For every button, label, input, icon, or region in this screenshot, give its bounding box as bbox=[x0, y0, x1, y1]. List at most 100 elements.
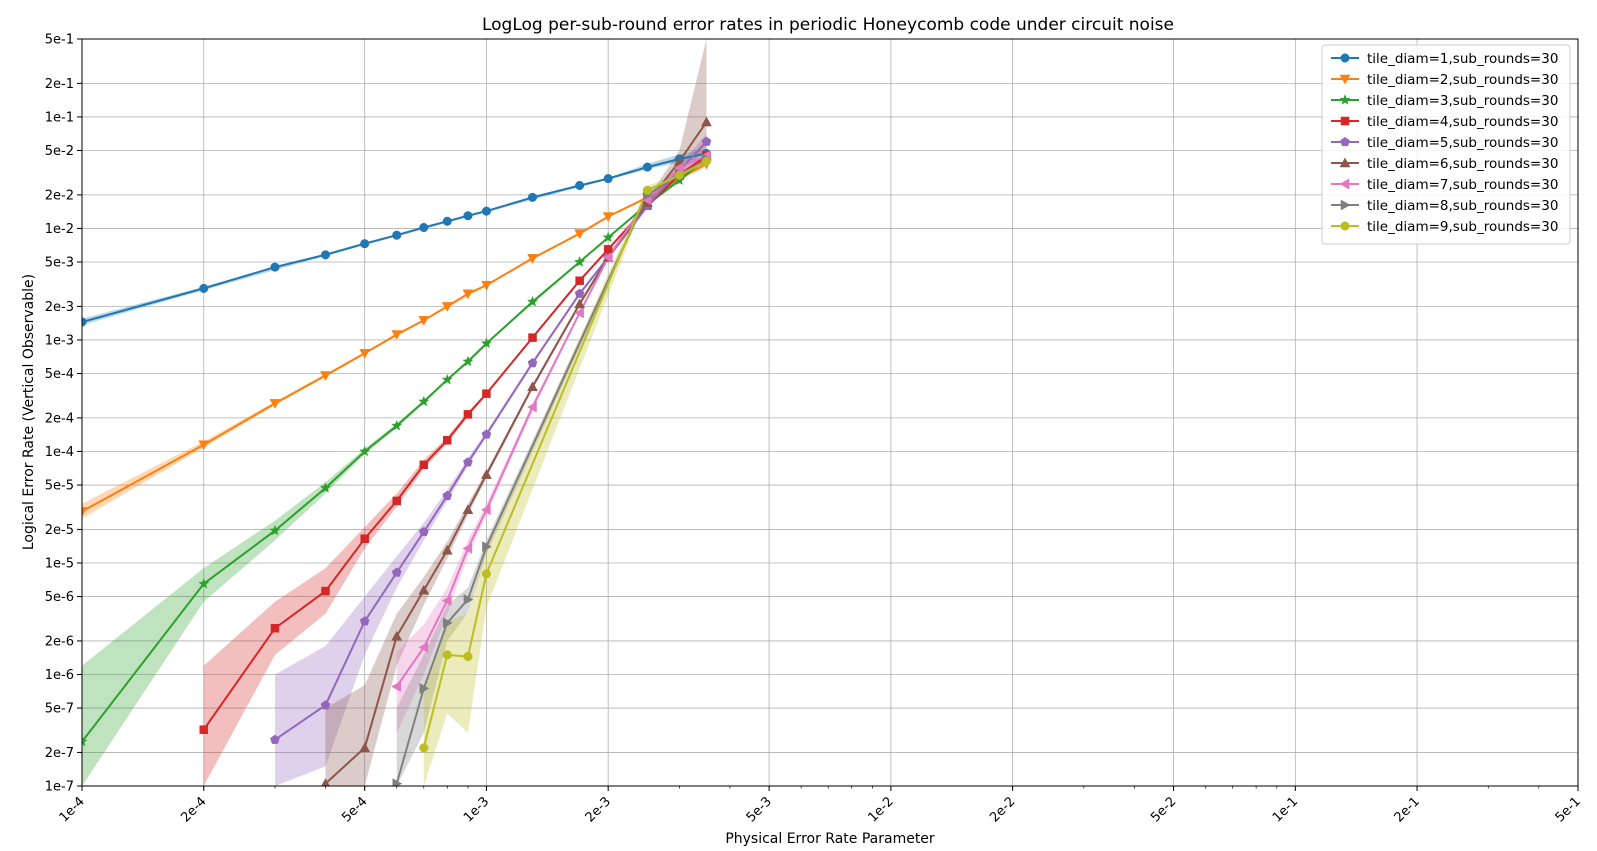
data-point bbox=[360, 534, 369, 543]
legend-marker bbox=[1340, 221, 1350, 231]
data-point bbox=[642, 185, 652, 195]
series-line bbox=[82, 162, 707, 513]
y-tick-label: 5e-5 bbox=[45, 479, 74, 494]
data-point bbox=[198, 577, 210, 589]
legend: tile_diam=1,sub_rounds=30 tile_diam=2,sub… bbox=[1321, 44, 1571, 245]
confidence-band bbox=[275, 134, 707, 786]
data-point bbox=[82, 507, 88, 517]
data-point bbox=[481, 429, 492, 439]
legend-label: tile_diam=5,sub_rounds=30 bbox=[1367, 135, 1558, 151]
x-axis-label: Physical Error Rate Parameter bbox=[725, 831, 935, 847]
y-tick-label: 2e-1 bbox=[45, 77, 74, 92]
data-point bbox=[575, 180, 585, 191]
data-point bbox=[320, 700, 331, 710]
data-point bbox=[463, 457, 473, 467]
y-tick-label: 2e-2 bbox=[45, 188, 74, 203]
data-point bbox=[527, 358, 538, 368]
data-point bbox=[269, 399, 281, 409]
data-point bbox=[480, 504, 491, 516]
data-point bbox=[482, 541, 492, 553]
data-point bbox=[442, 617, 453, 629]
y-tick-label: 5e-3 bbox=[45, 256, 74, 271]
data-point bbox=[526, 295, 539, 307]
legend-marker bbox=[1340, 116, 1350, 126]
data-point bbox=[359, 445, 371, 457]
data-point bbox=[701, 136, 712, 146]
legend-marker bbox=[1340, 53, 1350, 63]
series-line bbox=[274, 141, 708, 741]
data-point bbox=[442, 216, 452, 226]
data-point bbox=[480, 337, 493, 349]
data-point bbox=[481, 206, 491, 216]
legend-label: tile_diam=4,sub_rounds=30 bbox=[1367, 114, 1558, 130]
data-point bbox=[602, 251, 613, 263]
legend-label: tile_diam=7,sub_rounds=30 bbox=[1367, 177, 1558, 193]
data-point bbox=[391, 419, 403, 431]
data-point bbox=[419, 222, 429, 233]
data-point bbox=[359, 349, 371, 359]
data-point bbox=[481, 469, 492, 479]
y-tick-label: 2e-6 bbox=[45, 634, 74, 649]
data-point bbox=[391, 630, 403, 641]
data-point bbox=[360, 239, 370, 249]
data-point bbox=[482, 389, 491, 398]
y-tick-label: 1e-4 bbox=[45, 445, 74, 460]
data-point bbox=[418, 584, 430, 595]
y-tick-label: 2e-4 bbox=[45, 411, 74, 426]
data-point bbox=[574, 307, 584, 319]
data-point bbox=[462, 504, 474, 515]
legend-label: tile_diam=3,sub_rounds=30 bbox=[1367, 93, 1558, 109]
data-point bbox=[270, 623, 280, 633]
data-point bbox=[481, 280, 492, 291]
data-point bbox=[463, 594, 474, 605]
data-point bbox=[701, 116, 712, 127]
data-point bbox=[441, 373, 453, 385]
data-point bbox=[418, 641, 429, 653]
y-tick-label: 2e-3 bbox=[45, 300, 74, 315]
data-point bbox=[392, 496, 401, 506]
y-tick-label: 1e-6 bbox=[45, 668, 74, 683]
data-point bbox=[463, 651, 473, 662]
data-point bbox=[642, 162, 652, 172]
y-axis-label: Logical Error Rate (Vertical Observable) bbox=[21, 274, 37, 550]
data-point bbox=[574, 229, 586, 240]
data-point bbox=[270, 734, 280, 744]
data-point bbox=[442, 436, 452, 445]
data-point bbox=[320, 371, 331, 382]
data-point bbox=[419, 460, 429, 470]
y-tick-label: 1e-5 bbox=[45, 556, 74, 571]
legend-marker bbox=[1340, 199, 1351, 211]
y-tick-label: 5e-6 bbox=[45, 590, 74, 605]
legend-marker bbox=[1339, 74, 1351, 85]
legend-label: tile_diam=9,sub_rounds=30 bbox=[1367, 219, 1558, 235]
y-tick-label: 1e-7 bbox=[45, 780, 74, 795]
y-tick-label: 1e-1 bbox=[45, 110, 74, 125]
data-point bbox=[527, 401, 537, 413]
y-tick-label: 2e-7 bbox=[45, 746, 74, 761]
data-point bbox=[527, 254, 538, 264]
data-point bbox=[481, 569, 491, 579]
legend-label: tile_diam=8,sub_rounds=30 bbox=[1367, 198, 1558, 214]
data-point bbox=[441, 544, 453, 555]
data-point bbox=[602, 212, 614, 223]
legend-marker bbox=[1339, 178, 1350, 190]
data-point bbox=[574, 298, 586, 309]
data-point bbox=[527, 381, 538, 392]
data-point bbox=[270, 262, 280, 272]
data-point bbox=[602, 231, 614, 243]
data-point bbox=[441, 595, 452, 607]
data-point bbox=[82, 735, 88, 747]
legend-marker bbox=[1339, 94, 1351, 105]
data-point bbox=[463, 211, 473, 221]
data-point bbox=[701, 156, 712, 166]
data-point bbox=[269, 524, 281, 536]
grid bbox=[81, 38, 1579, 787]
y-tick-label: 1e-2 bbox=[45, 222, 74, 237]
data-point bbox=[574, 256, 586, 267]
y-tick-label: 5e-7 bbox=[45, 702, 74, 717]
data-point bbox=[321, 586, 330, 596]
data-point bbox=[441, 302, 453, 312]
series-line bbox=[82, 157, 708, 743]
y-tick-label: 5e-1 bbox=[45, 33, 74, 48]
